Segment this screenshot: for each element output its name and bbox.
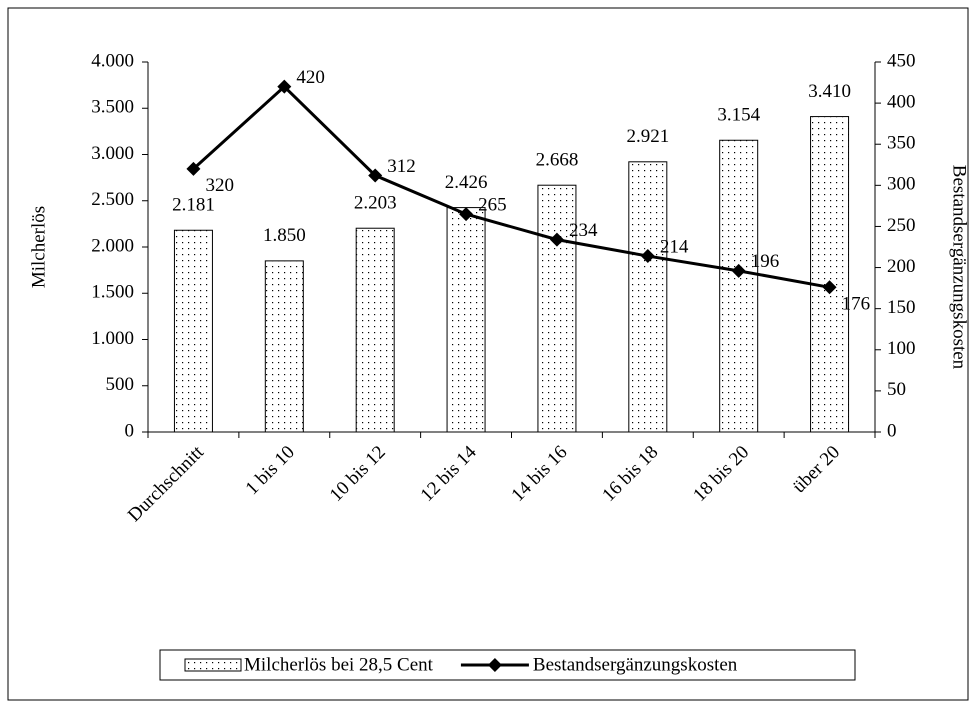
legend-swatch-marker	[487, 658, 502, 672]
line-marker	[640, 249, 655, 264]
y-tick-label: 4.000	[91, 50, 134, 71]
bar	[719, 139, 759, 433]
legend-label: Milcherlös bei 28,5 Cent	[244, 654, 434, 675]
y-tick-label: 3.000	[91, 143, 134, 164]
y2-tick-label: 350	[887, 133, 916, 154]
line-value-label: 420	[296, 67, 325, 88]
line-marker	[822, 280, 837, 295]
y2-tick-label: 300	[887, 174, 916, 195]
y2-tick-label: 150	[887, 297, 916, 318]
line	[192, 84, 830, 289]
line-value-label: 196	[751, 251, 780, 272]
bar-value-label: 2.921	[626, 126, 669, 147]
bar-value-label: 2.668	[536, 150, 579, 171]
bar-value-label: 3.410	[808, 81, 851, 102]
chart-border	[7, 7, 969, 701]
bar-value-label: 3.154	[717, 105, 760, 126]
line-value-label: 320	[205, 175, 234, 196]
y2-tick-label: 0	[887, 420, 897, 441]
y2-tick-label: 250	[887, 215, 916, 236]
y-axis-title: Milcherlös	[28, 206, 49, 288]
bar-value-label: 2.203	[354, 193, 397, 214]
bar	[537, 184, 577, 433]
bar-value-label: 1.850	[263, 225, 306, 246]
bar	[628, 161, 668, 433]
legend-swatch	[184, 658, 242, 672]
line-marker	[186, 161, 201, 176]
line-value-label: 234	[569, 220, 598, 241]
line-marker	[731, 263, 746, 278]
y-tick-label: 3.500	[91, 97, 134, 118]
y2-tick-label: 100	[887, 338, 916, 359]
y-tick-label: 2.000	[91, 235, 134, 256]
line-marker	[277, 79, 292, 94]
line-value-label: 176	[842, 294, 871, 315]
bar	[810, 116, 850, 433]
bar-value-label: 2.426	[445, 172, 488, 193]
y-tick-label: 1.500	[91, 282, 134, 303]
y2-axis-title: Bestandsergänzungskosten	[949, 165, 970, 370]
y-tick-label: 2.500	[91, 189, 134, 210]
bar	[264, 260, 304, 433]
line-marker	[368, 168, 383, 183]
y2-tick-label: 450	[887, 50, 916, 71]
line-value-label: 265	[478, 194, 507, 215]
line-marker	[459, 207, 474, 222]
bar	[173, 229, 213, 433]
y2-tick-label: 50	[887, 379, 906, 400]
bar	[446, 207, 486, 433]
legend-label: Bestandsergänzungskosten	[533, 654, 738, 675]
bar	[355, 227, 395, 433]
line-marker	[549, 232, 564, 247]
y-tick-label: 0	[125, 420, 135, 441]
bar-value-label: 2.181	[172, 195, 215, 216]
y-tick-label: 500	[106, 374, 135, 395]
line-value-label: 214	[660, 236, 689, 257]
y2-tick-label: 200	[887, 256, 916, 277]
y2-tick-label: 400	[887, 91, 916, 112]
y-tick-label: 1.000	[91, 328, 134, 349]
line-value-label: 312	[387, 156, 416, 177]
